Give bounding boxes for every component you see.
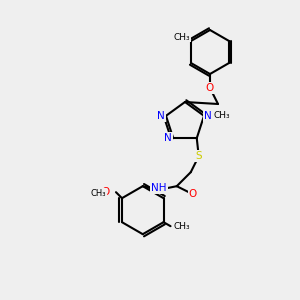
- Text: CH₃: CH₃: [214, 111, 230, 120]
- Text: N: N: [204, 111, 212, 121]
- Text: N: N: [164, 133, 172, 143]
- Text: O: O: [189, 189, 197, 199]
- Text: NH: NH: [151, 183, 167, 193]
- Text: O: O: [102, 187, 110, 197]
- Text: O: O: [206, 83, 214, 93]
- Text: CH₃: CH₃: [173, 222, 190, 231]
- Text: CH₃: CH₃: [90, 189, 106, 198]
- Text: N: N: [157, 111, 165, 121]
- Text: CH₃: CH₃: [174, 32, 190, 41]
- Text: S: S: [195, 151, 202, 161]
